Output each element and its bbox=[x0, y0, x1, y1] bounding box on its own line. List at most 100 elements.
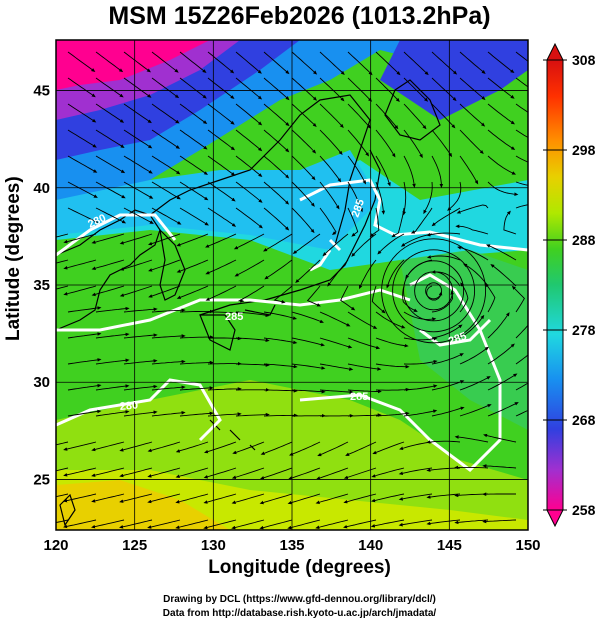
streamline bbox=[459, 314, 485, 339]
streamline bbox=[340, 285, 356, 311]
streamline bbox=[459, 155, 479, 185]
streamline bbox=[151, 207, 182, 225]
plot-frame bbox=[55, 39, 529, 531]
streamline bbox=[306, 285, 321, 307]
streamline bbox=[203, 493, 237, 504]
streamline bbox=[426, 255, 461, 261]
streamline bbox=[147, 519, 181, 529]
streamline bbox=[95, 384, 130, 391]
colorbar-tick-label: 288 bbox=[572, 232, 596, 248]
streamline bbox=[67, 306, 102, 313]
colorbar-tick-label: 268 bbox=[572, 412, 596, 428]
streamline bbox=[91, 285, 125, 297]
streamline bbox=[322, 233, 349, 257]
streamline bbox=[347, 77, 373, 102]
streamline bbox=[264, 259, 293, 280]
streamline bbox=[175, 441, 209, 453]
streamline bbox=[511, 285, 525, 313]
streamline bbox=[375, 77, 400, 103]
streamline bbox=[369, 207, 380, 238]
streamline bbox=[487, 312, 510, 339]
streamline bbox=[203, 467, 237, 479]
streamline bbox=[295, 259, 321, 284]
streamline bbox=[233, 233, 265, 250]
streamline bbox=[347, 129, 370, 157]
x-tick-label: 125 bbox=[122, 537, 147, 554]
streamline bbox=[231, 493, 265, 504]
streamline bbox=[423, 181, 433, 215]
streamline bbox=[119, 467, 153, 478]
streamline bbox=[205, 259, 237, 275]
streamline bbox=[347, 389, 382, 394]
streamline bbox=[123, 77, 152, 98]
streamline bbox=[175, 493, 209, 504]
cyclone-ring bbox=[403, 260, 465, 322]
streamline bbox=[176, 259, 209, 273]
x-tick-label: 130 bbox=[201, 537, 226, 554]
streamline bbox=[291, 337, 325, 347]
streamline bbox=[67, 358, 102, 365]
streamline bbox=[151, 77, 180, 99]
colorbar-tick-label: 258 bbox=[572, 502, 596, 518]
streamline bbox=[431, 380, 465, 391]
streamline bbox=[482, 464, 517, 469]
streamline bbox=[291, 207, 315, 234]
x-tick-label: 150 bbox=[515, 537, 540, 554]
streamline bbox=[151, 103, 180, 124]
streamline bbox=[91, 519, 125, 529]
streamline bbox=[403, 384, 438, 391]
streamline bbox=[205, 285, 237, 301]
streamline bbox=[175, 519, 209, 529]
streamline bbox=[91, 259, 125, 270]
streamline bbox=[375, 411, 410, 417]
streamline bbox=[123, 384, 158, 391]
streamline bbox=[347, 103, 371, 129]
streamline bbox=[237, 285, 265, 303]
streamline bbox=[148, 285, 181, 298]
colorbar-tick-label: 278 bbox=[572, 322, 596, 338]
streamline bbox=[176, 285, 209, 299]
streamline bbox=[63, 467, 97, 477]
streamline bbox=[235, 207, 263, 229]
streamline bbox=[426, 232, 461, 237]
streamline bbox=[347, 181, 363, 213]
streamline bbox=[179, 335, 214, 339]
streamline bbox=[179, 51, 207, 74]
streamline bbox=[151, 308, 186, 313]
streamline bbox=[91, 467, 125, 477]
streamline bbox=[375, 311, 406, 329]
streamline bbox=[148, 259, 181, 272]
streamline bbox=[151, 51, 179, 73]
streamline bbox=[375, 337, 409, 348]
credit-data: Data from http://database.rish.kyoto-u.a… bbox=[162, 608, 437, 619]
streamline bbox=[63, 519, 97, 529]
streamline bbox=[235, 129, 263, 152]
x-tick-label: 120 bbox=[43, 537, 68, 554]
streamline bbox=[147, 441, 181, 453]
streamline bbox=[56, 519, 69, 524]
streamline bbox=[359, 259, 377, 290]
streamline bbox=[291, 155, 316, 181]
streamline bbox=[386, 259, 405, 289]
streamline bbox=[515, 382, 528, 391]
streamline bbox=[63, 493, 97, 503]
streamline bbox=[487, 402, 519, 417]
streamline bbox=[291, 103, 317, 128]
streamline bbox=[67, 129, 97, 148]
streamline bbox=[95, 358, 130, 365]
streamline bbox=[372, 441, 405, 455]
streamline bbox=[95, 410, 130, 417]
colorbar-tick-label: 308 bbox=[572, 52, 596, 68]
streamline bbox=[515, 354, 528, 365]
streamline bbox=[207, 155, 236, 176]
streamline bbox=[375, 155, 391, 187]
streamline bbox=[371, 493, 405, 503]
streamline bbox=[291, 51, 318, 75]
streamline bbox=[67, 103, 97, 123]
streamline bbox=[151, 334, 186, 339]
streamline bbox=[263, 233, 293, 252]
streamline bbox=[426, 285, 443, 301]
streamline bbox=[235, 103, 263, 126]
streamline bbox=[291, 311, 324, 323]
contour-label: 285 bbox=[350, 198, 368, 219]
